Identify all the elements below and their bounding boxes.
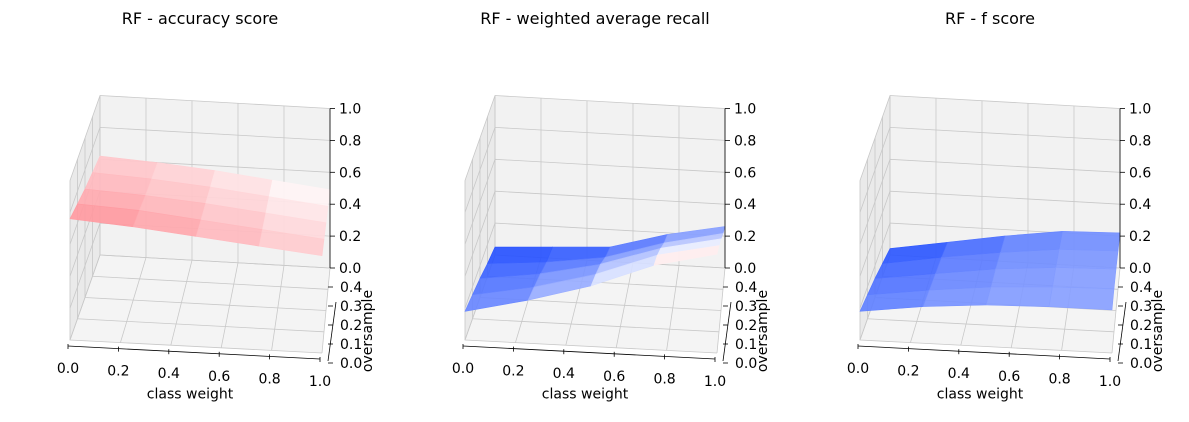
grid-line xyxy=(464,180,718,354)
x-tick-label: 0.4 xyxy=(158,366,180,382)
surface-patch xyxy=(1058,230,1121,252)
surface-patch xyxy=(1052,267,1117,290)
x-tick-label: 0.2 xyxy=(502,364,524,380)
x-tick-label: 0.8 xyxy=(653,371,675,387)
x-tick-label: 0.4 xyxy=(553,366,575,382)
z-tick-label: 0.2 xyxy=(734,229,756,245)
x-tick-label: 1.0 xyxy=(309,374,331,390)
chart-title: RF - accuracy score xyxy=(122,9,279,28)
subplot-1: RF - accuracy score 0.0 0.2 0.4 0.6 0.8 1.0 0.0… xyxy=(57,9,376,403)
y-tick-label: 0.1 xyxy=(735,337,757,353)
y-tick-label: 0.4 xyxy=(735,280,757,296)
y-axis-label: oversample xyxy=(1150,290,1166,372)
z-tick-label: 1.0 xyxy=(339,102,361,118)
y-tick-label: 0.0 xyxy=(1130,356,1152,372)
x-tick-label: 0.2 xyxy=(107,364,129,380)
x-tick-label: 1.0 xyxy=(704,374,726,390)
surface-patch xyxy=(922,286,992,307)
z-tick-label: 0.0 xyxy=(339,261,361,277)
grid-line xyxy=(92,116,329,290)
surface-patch xyxy=(1055,248,1119,270)
z-tick-label: 0.0 xyxy=(734,261,756,277)
x-axis-label: class weight xyxy=(937,387,1024,403)
y-tick-label: 0.2 xyxy=(1130,318,1152,334)
surface-patch xyxy=(487,246,553,264)
grid-line xyxy=(472,159,720,333)
x-tick-label: 1.0 xyxy=(1099,374,1121,390)
y-axis-line xyxy=(327,301,337,362)
x-tick-label: 0.6 xyxy=(603,369,625,385)
x-tick-label: 0.8 xyxy=(258,371,280,387)
z-tick-label: 0.4 xyxy=(1129,197,1151,213)
y-tick-label: 0.0 xyxy=(735,356,757,372)
z-tick-label: 0.2 xyxy=(339,229,361,245)
chart-title: RF - weighted average recall xyxy=(480,9,709,28)
z-tick-label: 0.0 xyxy=(1129,261,1151,277)
x-tick-label: 0.6 xyxy=(998,369,1020,385)
grid-line xyxy=(99,95,331,269)
y-tick-label: 0.2 xyxy=(735,318,757,334)
z-tick-label: 0.8 xyxy=(1129,133,1151,149)
x-tick-label: 0.8 xyxy=(1048,371,1070,387)
surface-patch xyxy=(653,245,720,266)
y-axis-label: oversample xyxy=(360,290,376,372)
y-tick-label: 0.3 xyxy=(1130,299,1152,315)
x-axis-line xyxy=(67,345,321,360)
surface-patch xyxy=(985,286,1053,308)
z-tick-label: 0.4 xyxy=(339,197,361,213)
z-tick-label: 0.8 xyxy=(734,133,756,149)
x-tick-label: 0.0 xyxy=(847,361,869,377)
x-axis-line xyxy=(857,345,1111,360)
z-tick-label: 1.0 xyxy=(1129,102,1151,118)
y-tick-label: 0.1 xyxy=(1130,337,1152,353)
back-pane xyxy=(495,95,725,268)
z-tick-label: 0.6 xyxy=(734,165,756,181)
y-tick-label: 0.4 xyxy=(1130,280,1152,296)
z-tick-label: 0.6 xyxy=(339,165,361,181)
x-tick-label: 0.4 xyxy=(948,366,970,382)
x-tick-label: 0.2 xyxy=(897,364,919,380)
back-pane xyxy=(890,95,1120,268)
y-tick-label: 0.3 xyxy=(340,299,362,315)
grid-line xyxy=(867,159,1115,333)
surface-patch xyxy=(995,248,1060,270)
z-tick-label: 0.4 xyxy=(734,197,756,213)
y-axis-line xyxy=(1117,301,1127,362)
x-tick-label: 0.6 xyxy=(208,369,230,385)
z-tick-label: 0.6 xyxy=(1129,165,1151,181)
y-tick-label: 0.2 xyxy=(340,318,362,334)
y-axis-label: oversample xyxy=(755,290,771,372)
grid-line xyxy=(859,180,1113,354)
surface-patch xyxy=(1048,286,1115,311)
x-tick-label: 0.0 xyxy=(57,361,79,377)
z-tick-label: 1.0 xyxy=(734,102,756,118)
y-axis-line xyxy=(722,301,732,362)
grid-line xyxy=(69,180,323,354)
surface-patch xyxy=(258,229,325,257)
z-tick-label: 0.8 xyxy=(339,133,361,149)
y-tick-label: 0.0 xyxy=(340,356,362,372)
surface-patch xyxy=(990,267,1057,288)
y-tick-label: 0.1 xyxy=(340,337,362,353)
subplot-2: RF - weighted average recall 0.0 0.2 0.4 0.6… xyxy=(452,9,771,403)
x-tick-label: 0.0 xyxy=(452,361,474,377)
y-tick-label: 0.3 xyxy=(735,299,757,315)
y-tick-label: 0.4 xyxy=(340,280,362,296)
subplot-3: RF - f score 0.0 0.2 0.4 0.6 0.8 1.0 0.0 0.1 0.2 0… xyxy=(847,9,1166,403)
x-axis-label: class weight xyxy=(147,387,234,403)
x-axis-line xyxy=(462,345,716,360)
z-tick-label: 0.2 xyxy=(1129,229,1151,245)
x-axis-label: class weight xyxy=(542,387,629,403)
chart-title: RF - f score xyxy=(945,9,1035,28)
